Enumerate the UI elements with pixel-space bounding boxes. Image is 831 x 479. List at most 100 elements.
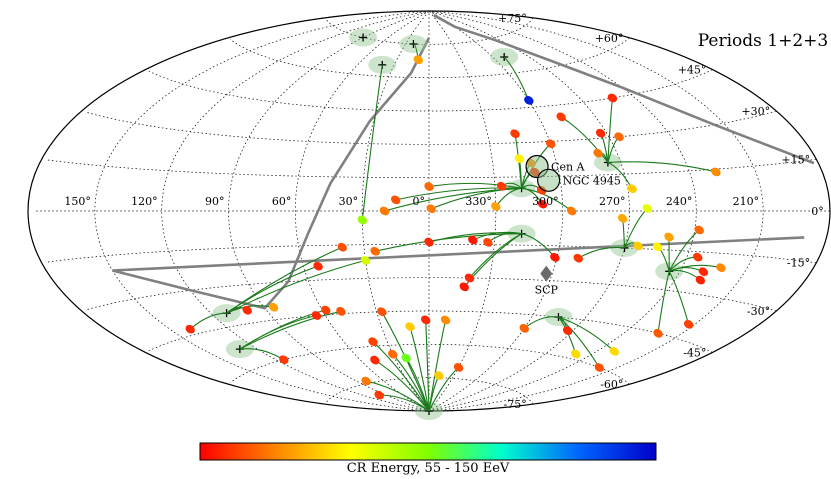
lon-tick-label: 240° bbox=[666, 195, 693, 208]
event-marker bbox=[459, 282, 469, 292]
event-marker bbox=[627, 184, 637, 194]
events bbox=[185, 55, 726, 400]
source-label: NGC 4945 bbox=[563, 174, 621, 187]
event-link bbox=[558, 316, 600, 368]
event-marker bbox=[434, 371, 444, 380]
event-link bbox=[560, 116, 609, 163]
event-link bbox=[668, 271, 690, 325]
parallel bbox=[325, 17, 534, 45]
meridian bbox=[361, 10, 430, 412]
event-link bbox=[372, 341, 430, 412]
event-link bbox=[409, 326, 430, 412]
event-marker bbox=[361, 376, 371, 386]
event-marker bbox=[595, 128, 606, 138]
event-marker bbox=[453, 363, 464, 372]
event-marker bbox=[370, 246, 380, 256]
lat-tick-label: -15° bbox=[787, 257, 810, 270]
event-link bbox=[226, 265, 319, 314]
event-marker bbox=[695, 275, 706, 285]
lon-tick-label: 120° bbox=[131, 195, 158, 208]
event-marker bbox=[311, 311, 322, 320]
event-marker bbox=[321, 305, 331, 315]
event-marker bbox=[694, 225, 704, 235]
center-cross bbox=[500, 52, 509, 61]
event-marker bbox=[683, 319, 694, 329]
meridian bbox=[94, 10, 430, 412]
lon-tick-label: 90° bbox=[205, 195, 225, 208]
event-marker bbox=[420, 315, 431, 325]
event-marker bbox=[711, 167, 721, 177]
event-marker bbox=[617, 213, 628, 223]
event-marker bbox=[440, 315, 451, 325]
event-marker bbox=[374, 390, 384, 400]
event-marker bbox=[426, 204, 436, 214]
event-marker bbox=[279, 355, 289, 365]
event-marker bbox=[424, 182, 434, 191]
event-link bbox=[392, 353, 430, 412]
parallel bbox=[229, 343, 630, 385]
event-link bbox=[607, 161, 717, 173]
event-marker bbox=[388, 349, 398, 359]
event-link bbox=[239, 310, 342, 350]
event-marker bbox=[424, 237, 434, 247]
parallel bbox=[148, 310, 713, 353]
event-marker bbox=[607, 93, 618, 103]
event-marker bbox=[693, 252, 703, 262]
event-marker bbox=[593, 148, 603, 158]
parallel bbox=[47, 158, 817, 179]
event-marker bbox=[390, 195, 401, 205]
supergalactic-plane-curve bbox=[112, 37, 805, 310]
lon-tick-label: 210° bbox=[733, 195, 760, 208]
lat-tick-label: -75° bbox=[504, 398, 527, 411]
event-marker bbox=[653, 328, 663, 338]
event-marker bbox=[652, 242, 663, 252]
event-marker bbox=[483, 238, 493, 247]
event-link bbox=[425, 319, 430, 412]
parallel bbox=[86, 277, 777, 312]
event-marker bbox=[336, 307, 346, 316]
event-marker bbox=[716, 263, 726, 273]
event-link bbox=[657, 271, 670, 334]
lat-tick-label: -60° bbox=[600, 378, 623, 391]
lat-tick-label: +30° bbox=[741, 105, 770, 118]
event-link bbox=[428, 182, 522, 189]
event-marker bbox=[642, 204, 652, 213]
event-marker bbox=[537, 199, 548, 209]
event-marker bbox=[368, 337, 378, 347]
event-marker bbox=[242, 305, 252, 315]
event-link bbox=[521, 187, 572, 212]
event-link bbox=[503, 56, 530, 101]
parallel bbox=[86, 110, 777, 145]
parallel bbox=[325, 377, 534, 405]
scp-diamond-icon bbox=[540, 265, 553, 282]
lon-tick-label: 300° bbox=[532, 195, 559, 208]
lat-tick-label: 0° bbox=[811, 205, 824, 218]
lat-tick-label: -45° bbox=[683, 346, 706, 359]
event-link bbox=[361, 64, 383, 221]
event-marker bbox=[664, 232, 674, 242]
equatorial-boundary-curve bbox=[433, 14, 815, 165]
event-marker bbox=[514, 154, 525, 164]
parallel bbox=[229, 37, 630, 79]
lon-tick-label: 60° bbox=[272, 195, 292, 208]
event-link bbox=[395, 187, 522, 201]
event-link bbox=[607, 97, 613, 163]
event-marker bbox=[468, 235, 478, 245]
event-marker bbox=[562, 326, 573, 336]
event-marker bbox=[698, 267, 709, 277]
event-links bbox=[189, 43, 722, 412]
lon-tick-label: 30° bbox=[339, 195, 359, 208]
event-marker bbox=[524, 96, 534, 105]
lat-tick-label: +15° bbox=[781, 153, 810, 166]
event-marker bbox=[566, 206, 577, 216]
source-circle bbox=[536, 168, 561, 192]
event-marker bbox=[337, 242, 347, 252]
reference-curves bbox=[112, 14, 815, 310]
event-link bbox=[384, 187, 522, 212]
event-marker bbox=[405, 322, 415, 332]
event-marker bbox=[268, 302, 279, 312]
parallel bbox=[148, 69, 713, 112]
event-marker bbox=[614, 132, 624, 142]
event-marker bbox=[633, 241, 643, 251]
